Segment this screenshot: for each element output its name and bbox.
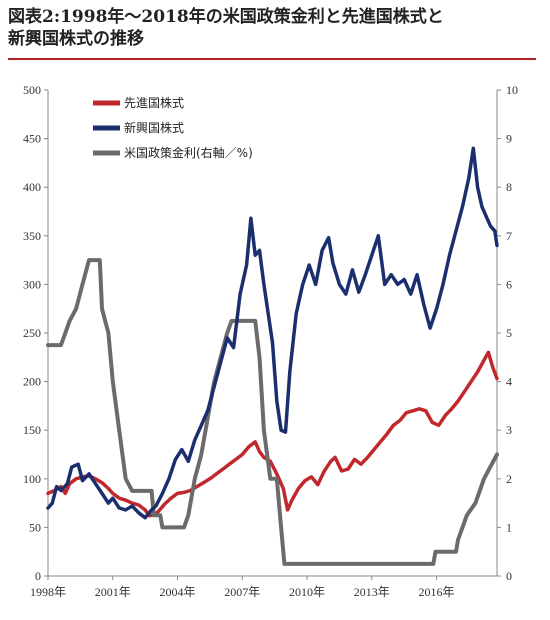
chart-title: 図表2:1998年～2018年の米国政策金利と先進国株式と 新興国株式の推移 bbox=[8, 6, 538, 50]
y-right-tick-label: 7 bbox=[506, 229, 512, 243]
legend-label-1: 先進国株式 bbox=[124, 95, 184, 110]
y-left-tick-label: 0 bbox=[35, 569, 41, 583]
series-line-3 bbox=[46, 258, 499, 566]
y-left-tick-label: 200 bbox=[23, 375, 41, 389]
y-right-tick-label: 0 bbox=[506, 569, 512, 583]
y-left-tick-label: 250 bbox=[23, 326, 41, 340]
y-left-tick-label: 350 bbox=[23, 229, 41, 243]
y-right-tick-label: 2 bbox=[506, 472, 512, 486]
x-tick-label: 2001年 bbox=[95, 585, 131, 599]
x-tick-label: 2004年 bbox=[160, 585, 196, 599]
y-left-tick-label: 400 bbox=[23, 180, 41, 194]
x-tick-label: 2013年 bbox=[354, 585, 390, 599]
y-right-tick-label: 4 bbox=[506, 375, 512, 389]
chart-title-line-1: 図表2:1998年～2018年の米国政策金利と先進国株式と bbox=[8, 7, 444, 27]
x-tick-label: 2016年 bbox=[419, 585, 455, 599]
y-right-tick-label: 5 bbox=[506, 326, 512, 340]
y-right-tick-label: 6 bbox=[506, 277, 512, 291]
x-tick-label: 2007年 bbox=[224, 585, 260, 599]
chart-series bbox=[46, 146, 499, 566]
y-right-tick-label: 10 bbox=[506, 83, 518, 97]
series-line-2 bbox=[46, 146, 499, 520]
title-underline bbox=[8, 58, 536, 60]
y-left-tick-label: 300 bbox=[23, 277, 41, 291]
y-left-tick-label: 100 bbox=[23, 472, 41, 486]
legend-label-2: 新興国株式 bbox=[124, 120, 184, 135]
x-tick-label: 2010年 bbox=[289, 585, 325, 599]
y-left-tick-label: 500 bbox=[23, 83, 41, 97]
y-left-tick-label: 150 bbox=[23, 423, 41, 437]
y-left-tick-label: 450 bbox=[23, 132, 41, 146]
chart-title-line-2: 新興国株式の推移 bbox=[8, 29, 144, 49]
y-right-tick-label: 8 bbox=[506, 180, 512, 194]
x-tick-label: 1998年 bbox=[30, 585, 66, 599]
y-right-tick-label: 3 bbox=[506, 423, 512, 437]
y-left-tick-label: 50 bbox=[29, 520, 41, 534]
legend-label-3: 米国政策金利(右軸／%) bbox=[124, 145, 253, 160]
y-right-tick-label: 1 bbox=[506, 520, 512, 534]
series-line-1 bbox=[46, 350, 499, 518]
y-right-tick-label: 9 bbox=[506, 132, 512, 146]
